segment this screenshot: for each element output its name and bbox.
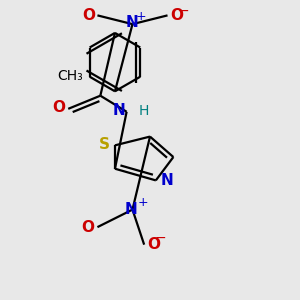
- Text: S: S: [99, 137, 110, 152]
- Text: O: O: [82, 220, 94, 235]
- Text: O: O: [82, 8, 95, 23]
- Text: O: O: [52, 100, 65, 115]
- Text: CH₃: CH₃: [58, 69, 83, 83]
- Text: O: O: [170, 8, 183, 23]
- Text: H: H: [138, 104, 149, 118]
- Text: N: N: [124, 202, 137, 217]
- Text: −: −: [154, 230, 166, 244]
- Text: N: N: [126, 15, 139, 30]
- Text: N: N: [160, 173, 173, 188]
- Text: +: +: [136, 10, 147, 23]
- Text: +: +: [137, 196, 148, 209]
- Text: N: N: [112, 103, 125, 118]
- Text: O: O: [147, 237, 160, 252]
- Text: −: −: [178, 4, 189, 18]
